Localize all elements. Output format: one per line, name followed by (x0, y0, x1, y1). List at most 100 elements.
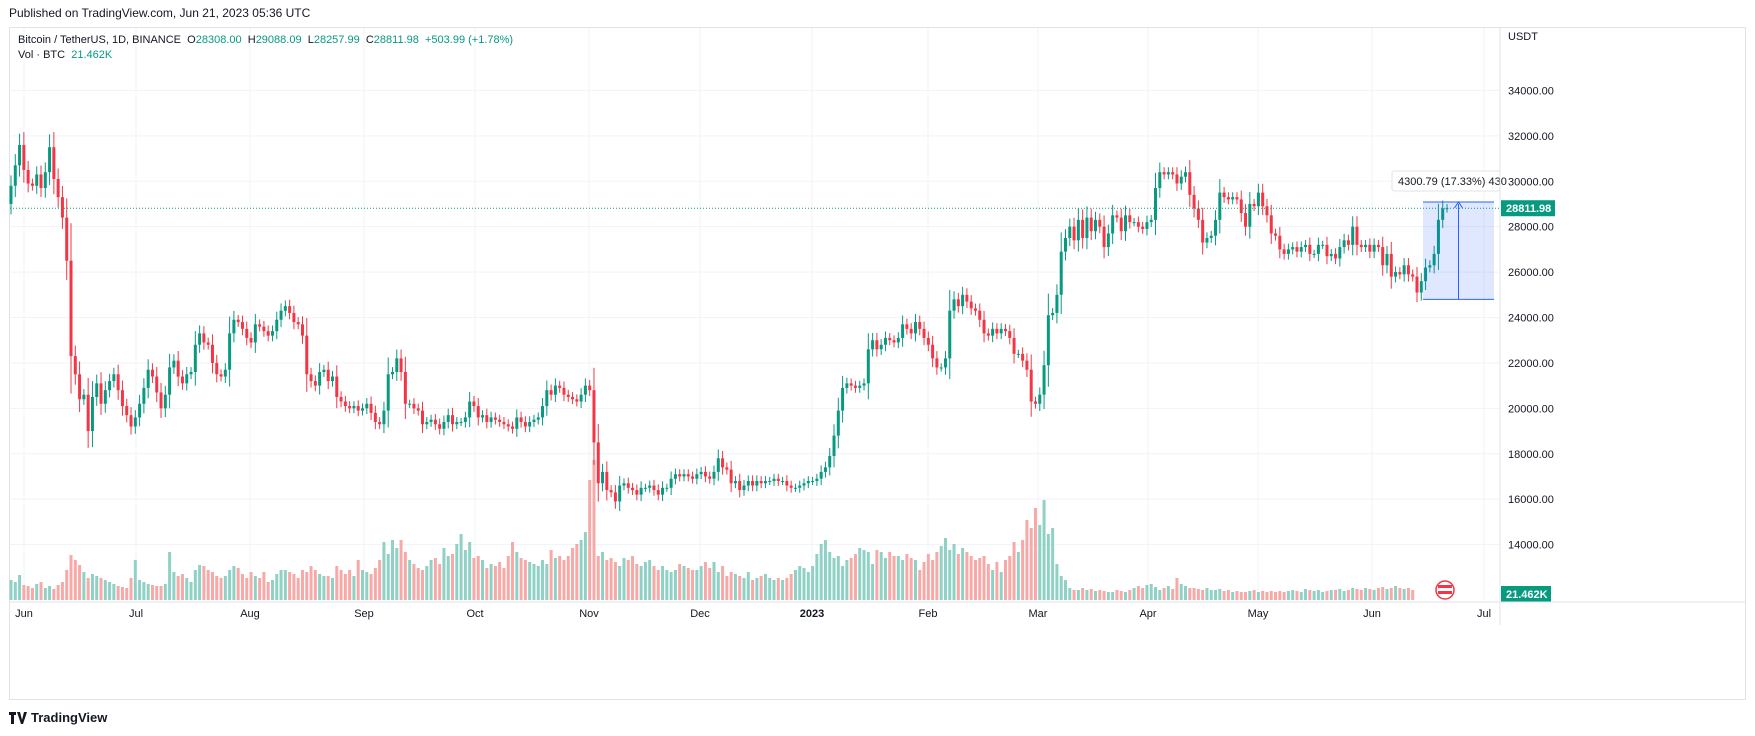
candle-body (841, 387, 845, 411)
volume-bar (1321, 592, 1325, 600)
tradingview-brand: TradingView (31, 710, 108, 725)
volume-bar (223, 576, 227, 600)
volume-bar (866, 552, 870, 600)
tradingview-footer[interactable]: TradingView (9, 710, 107, 725)
volume-bar (82, 572, 86, 600)
candle-body (172, 360, 176, 368)
candle-body (1136, 222, 1140, 227)
volume-bar (1235, 591, 1239, 600)
candle-body (1368, 244, 1372, 252)
volume-bar (853, 554, 857, 600)
candle-body (120, 390, 124, 407)
volume-bar (112, 584, 116, 600)
volume-bar (378, 560, 382, 600)
candle-body (1003, 328, 1007, 332)
volume-bar (1162, 588, 1166, 600)
volume-bar (442, 548, 446, 600)
symbol-title[interactable]: Bitcoin / TetherUS, 1D, BINANCE (18, 34, 182, 46)
candle-body (1149, 219, 1153, 223)
volume-bar (1406, 588, 1410, 600)
volume-bar (305, 572, 309, 600)
volume-bar (725, 576, 729, 600)
volume-bar (1372, 590, 1376, 600)
volume-bar (1274, 592, 1278, 600)
candle-body (352, 406, 356, 409)
volume-bar (952, 544, 956, 600)
candle-body (270, 331, 274, 336)
candle-body (168, 367, 172, 395)
candle-body (1209, 235, 1213, 239)
volume-bar (1012, 542, 1016, 600)
candle-body (1274, 233, 1278, 236)
candle-body (65, 217, 69, 261)
volume-bar (879, 552, 883, 600)
volume-bar (1098, 590, 1102, 600)
candle-body (1389, 253, 1393, 277)
candle-body (1346, 240, 1350, 245)
candle-body (1179, 176, 1183, 184)
volume-bar (1398, 588, 1402, 600)
candle-body (360, 408, 364, 411)
candle-body (742, 485, 746, 491)
candle-body (1248, 203, 1252, 227)
volume-bar (99, 578, 103, 600)
volume-bar (1316, 590, 1320, 600)
candle-body (1235, 197, 1239, 200)
volume-bar (678, 564, 682, 600)
candle-body (802, 483, 806, 486)
volume-bar (202, 566, 206, 600)
y-tick-label: 24000.00 (1508, 313, 1554, 325)
candle-body (1402, 265, 1406, 275)
candle-body (262, 326, 266, 332)
volume-bar (155, 586, 159, 600)
volume-bar (1205, 588, 1209, 600)
volume-bar (948, 550, 952, 600)
candle-body (592, 390, 596, 443)
volume-bar (1154, 587, 1158, 600)
candle-body (1222, 192, 1226, 198)
volume-bar (1059, 576, 1063, 600)
measure-tool: 4300.79 (17.33%) 430 (1391, 170, 1507, 300)
candle-body (549, 390, 553, 395)
volume-bar (326, 576, 330, 600)
candle-body (343, 401, 347, 407)
candle-body (716, 458, 720, 472)
volume-bar (1244, 592, 1248, 600)
candle-body (823, 467, 827, 472)
candle-body (999, 328, 1003, 334)
volume-bar (463, 550, 467, 600)
candle-body (210, 344, 214, 363)
volume-bar (69, 555, 73, 600)
candle-body (1154, 188, 1158, 220)
y-tick-label: 32000.00 (1508, 131, 1554, 143)
volume-bar (86, 578, 90, 600)
candle-body (481, 415, 485, 418)
volume-bar (313, 570, 317, 600)
volume-label[interactable]: Vol · BTC (18, 49, 66, 61)
candle-body (318, 372, 322, 386)
candle-body (1102, 226, 1106, 248)
volume-bar (639, 566, 643, 600)
volume-bar (228, 570, 232, 600)
volume-bar (262, 572, 266, 600)
candle-body (223, 369, 227, 377)
candle-body (219, 374, 223, 377)
candle-body (995, 328, 999, 334)
volume-bar (1136, 586, 1140, 600)
volume-bar (249, 572, 253, 600)
volume-bar (515, 552, 519, 600)
volume-bar (1102, 591, 1106, 600)
candle-body (1021, 353, 1025, 361)
volume-bar (1209, 590, 1213, 600)
candle-body (215, 362, 219, 375)
volume-bar (562, 560, 566, 600)
volume-bar (909, 558, 913, 600)
x-tick-label: Dec (690, 608, 710, 620)
volume-bar (605, 560, 609, 600)
candle-body (991, 328, 995, 336)
volume-bar (1411, 590, 1415, 600)
volume-bar (566, 556, 570, 600)
volume-row: Vol · BTC 21.462K (18, 49, 513, 61)
volume-bar (1145, 585, 1149, 600)
